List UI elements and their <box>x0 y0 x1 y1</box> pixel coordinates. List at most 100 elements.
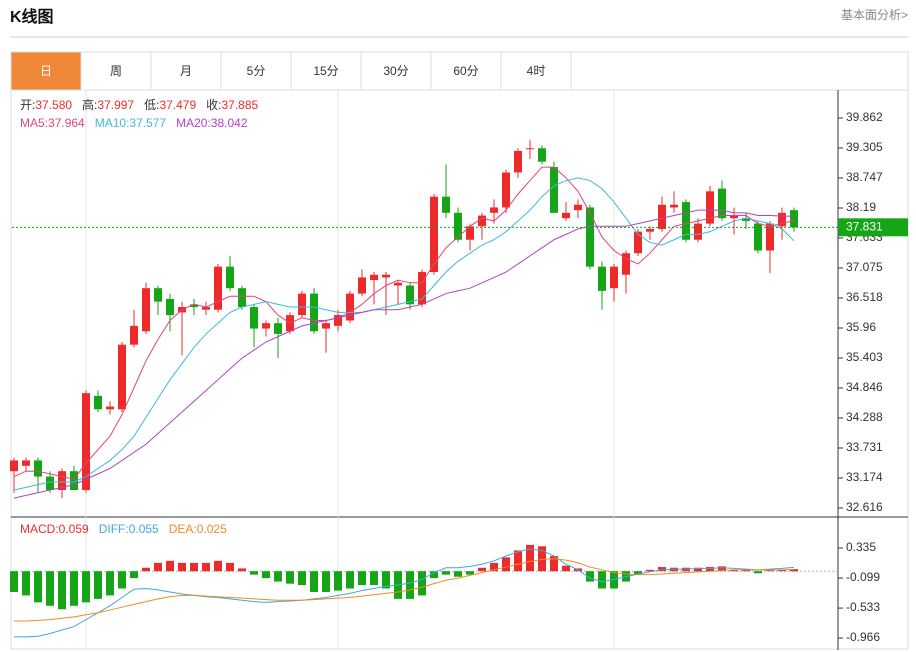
candle-body <box>586 207 594 267</box>
y-tick-label: 38.19 <box>846 200 876 214</box>
y-tick-label: -0.966 <box>846 630 880 644</box>
legend-label: 收: <box>206 98 221 112</box>
candle-body <box>118 344 126 410</box>
macd-bar <box>538 546 546 572</box>
macd-bar <box>70 571 78 606</box>
candle-body <box>154 288 162 302</box>
candle-body <box>430 196 438 273</box>
candle-body <box>94 395 102 410</box>
y-tick-label: 0.335 <box>846 540 876 554</box>
candle-body <box>226 266 234 289</box>
candle-body <box>406 285 414 305</box>
tab-label[interactable]: 月 <box>180 64 192 78</box>
legend-value: 38.042 <box>211 116 248 130</box>
macd-bar <box>178 562 186 572</box>
y-tick-label: 33.174 <box>846 470 883 484</box>
legend-value: 0.055 <box>129 522 159 536</box>
macd-bar <box>82 571 90 603</box>
macd-bar <box>766 570 774 572</box>
legend-value: 37.997 <box>97 98 134 112</box>
tab-label[interactable]: 15分 <box>313 64 338 78</box>
candle-body <box>730 215 738 219</box>
macd-bar <box>166 560 174 572</box>
legend-label: 低: <box>144 98 159 112</box>
candle-body <box>718 188 726 219</box>
tab-label[interactable]: 日 <box>40 64 52 78</box>
macd-bar <box>94 571 102 599</box>
candle-body <box>670 204 678 208</box>
candle-body <box>766 223 774 251</box>
date-separators <box>85 90 615 650</box>
tab[interactable] <box>290 51 362 91</box>
macd-bar <box>274 571 282 582</box>
candle-body <box>382 274 390 278</box>
candle-body <box>166 298 174 316</box>
tab-label[interactable]: 60分 <box>453 64 478 78</box>
tab[interactable] <box>500 51 572 91</box>
candle-body <box>646 228 654 232</box>
legend-row: MA5:37.964 MA10:37.577 MA20:38.042 <box>20 116 248 130</box>
y-tick-label: 33.731 <box>846 440 883 454</box>
candle-body <box>622 253 630 275</box>
macd-bar <box>742 569 750 572</box>
line-ma20 <box>13 209 794 499</box>
line-diff <box>14 548 795 638</box>
y-tick-label: 34.288 <box>846 410 883 424</box>
macd-bar <box>310 571 318 592</box>
macd-bar <box>430 571 438 579</box>
fundamentals-link[interactable]: 基本面分析> <box>841 8 908 22</box>
candle-body <box>694 223 702 240</box>
tab[interactable] <box>360 51 432 91</box>
tab-label[interactable]: 30分 <box>383 64 408 78</box>
macd-bar <box>514 550 522 572</box>
macd-bar <box>286 571 294 584</box>
tab-label[interactable]: 周 <box>110 64 122 78</box>
candle-body <box>778 212 786 227</box>
candle-body <box>790 210 798 228</box>
macd-bar <box>466 571 474 575</box>
legend-value: 0.059 <box>59 522 89 536</box>
legend-value: 37.964 <box>48 116 85 130</box>
tab[interactable] <box>10 51 82 91</box>
macd-bar <box>190 562 198 572</box>
macd-bar <box>106 571 114 596</box>
y-tick-label: -0.099 <box>846 570 880 584</box>
line-ma5 <box>13 166 795 480</box>
legend-label: MACD: <box>20 522 59 536</box>
macd-bar <box>298 571 306 586</box>
macd-bar <box>130 571 138 579</box>
tab-label[interactable]: 4时 <box>527 64 546 78</box>
macd-bar <box>10 571 18 592</box>
macd-bar <box>550 555 558 572</box>
candle-body <box>658 204 666 229</box>
candle-body <box>418 272 426 305</box>
tab[interactable] <box>220 51 292 91</box>
candle-body <box>478 215 486 227</box>
y-tick-label: 39.862 <box>846 110 883 124</box>
macd-bar <box>58 571 66 610</box>
macd-bar <box>634 571 642 575</box>
macd-bar <box>658 567 666 572</box>
macd-bar <box>322 571 330 592</box>
legend-label: MA5: <box>20 116 48 130</box>
macd-bar <box>22 571 30 596</box>
tab-label[interactable]: 5分 <box>247 64 266 78</box>
macd-bar <box>778 569 786 572</box>
legend-label: MA20: <box>176 116 211 130</box>
candle-body <box>46 476 54 491</box>
macd-bar <box>790 569 798 572</box>
tab[interactable] <box>150 51 222 91</box>
candle-body <box>370 274 378 281</box>
macd-bar <box>370 571 378 586</box>
candle-body <box>490 207 498 213</box>
macd-bar <box>730 569 738 572</box>
tab[interactable] <box>80 51 152 91</box>
candle-body <box>274 323 282 334</box>
last-price-box <box>838 218 908 237</box>
macd-bar <box>214 560 222 572</box>
legend-label: 开: <box>20 98 35 112</box>
legend-row: 开:37.580 高:37.997 低:37.479 收:37.885 <box>20 97 259 112</box>
macd-bar <box>154 562 162 572</box>
macd-bar <box>334 571 342 591</box>
